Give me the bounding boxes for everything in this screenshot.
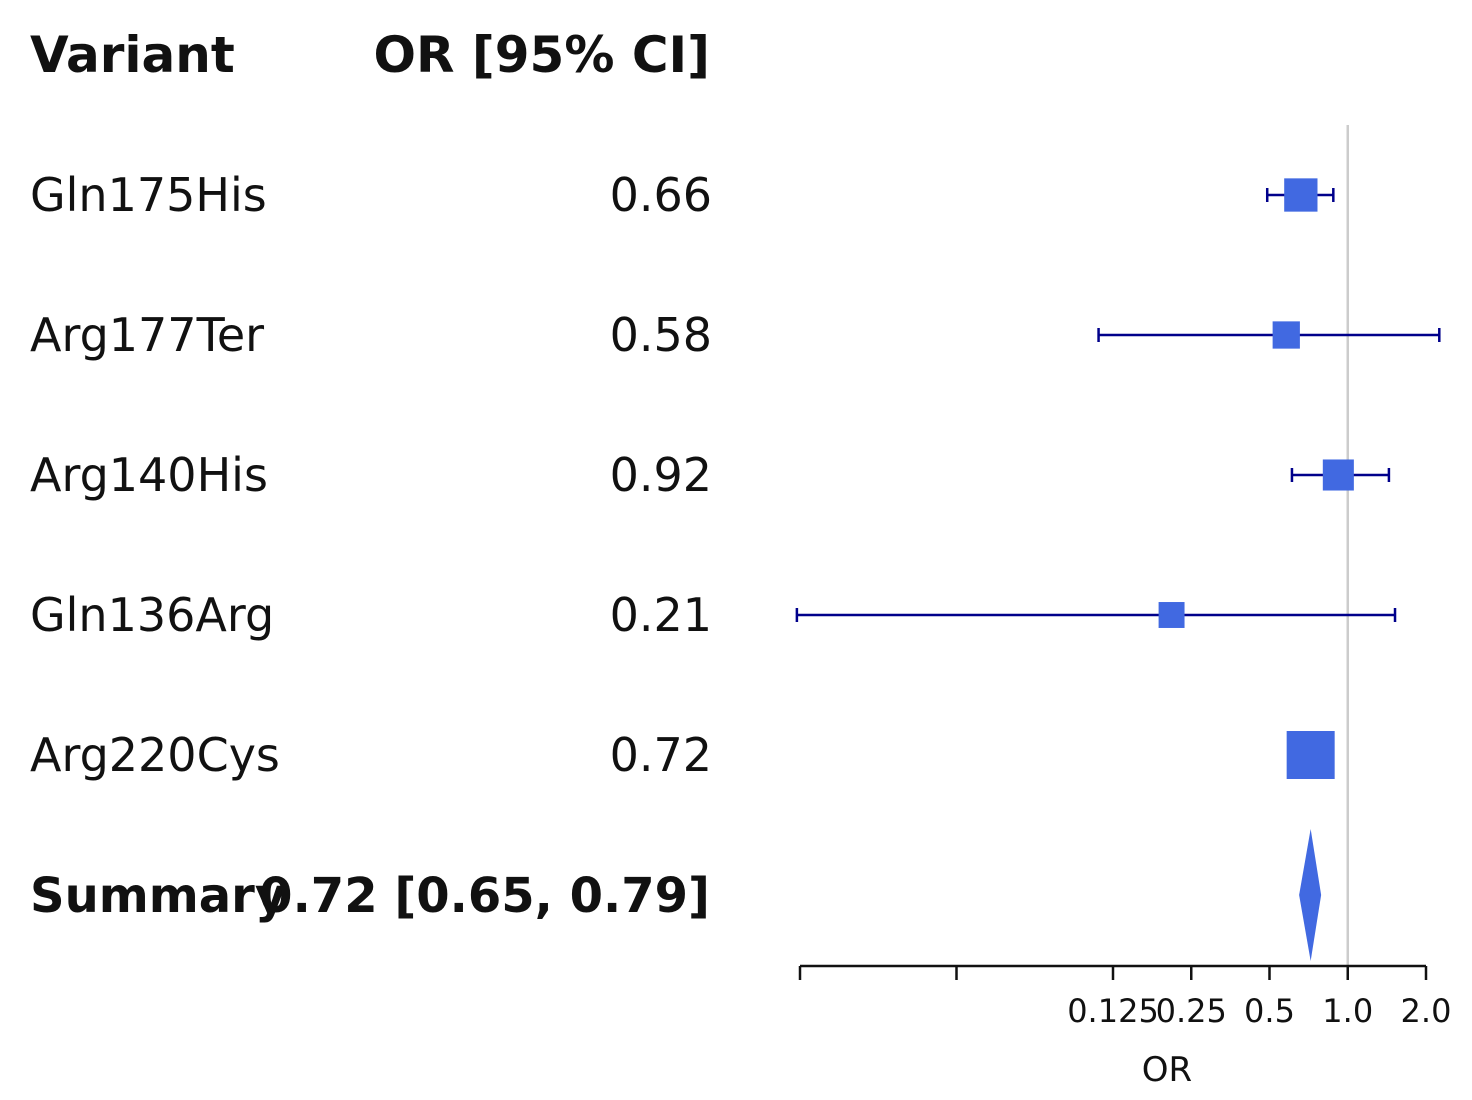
or-value: 0.21: [610, 588, 712, 642]
x-tick-label: 1.0: [1322, 992, 1373, 1030]
or-value: 0.58: [610, 308, 712, 362]
point-estimate-marker: [1284, 178, 1318, 212]
variant-label: Arg140His: [30, 448, 268, 502]
or-value: 0.92: [610, 448, 712, 502]
variant-label: Arg177Ter: [30, 308, 264, 362]
summary-diamond: [1299, 829, 1322, 961]
variant-label: Gln136Arg: [30, 588, 274, 642]
study-row: Arg140His 0.92: [30, 448, 1391, 502]
x-tick-label: 0.25: [1156, 992, 1227, 1030]
point-estimate-marker: [1158, 602, 1185, 628]
point-estimate-marker: [1286, 731, 1335, 779]
or-value: 0.66: [610, 168, 712, 222]
summary-label: Summary: [30, 868, 286, 924]
or-value: 0.72: [610, 728, 712, 782]
variant-label: Gln175His: [30, 168, 267, 222]
study-row: Gln136Arg 0.21: [30, 588, 1397, 642]
x-tick-label: 0.125: [1067, 992, 1159, 1030]
study-row: Gln175His 0.66: [30, 168, 1335, 222]
point-estimate-marker: [1322, 459, 1354, 491]
variant-column-header: Variant: [30, 26, 235, 84]
x-axis-label: OR: [1142, 1050, 1192, 1090]
point-estimate-marker: [1272, 321, 1300, 349]
variant-label: Arg220Cys: [30, 728, 280, 782]
x-tick-label: 2.0: [1401, 992, 1452, 1030]
summary-estimate: 0.72 [0.65, 0.79]: [259, 868, 710, 924]
study-rows: Gln175His 0.66 Arg177Ter 0.58 Arg140His 0.92 G…: [30, 168, 1441, 782]
study-row: Arg220Cys 0.72: [30, 728, 1335, 782]
x-tick-label: 0.5: [1244, 992, 1295, 1030]
or-column-header: OR [95% CI]: [374, 26, 711, 84]
study-row: Arg177Ter 0.58: [30, 308, 1441, 362]
